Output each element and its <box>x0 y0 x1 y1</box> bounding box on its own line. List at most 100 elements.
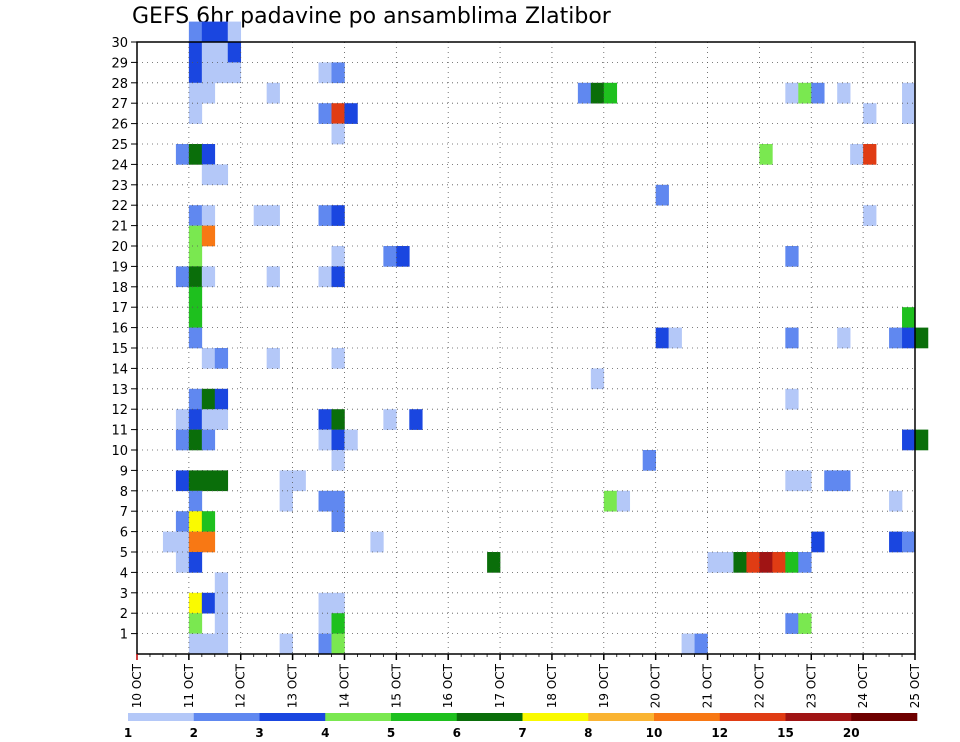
colorbar-label: 8 <box>584 726 592 740</box>
heatmap-cell <box>201 348 216 369</box>
heatmap-cell <box>214 164 229 186</box>
heatmap-cell <box>902 531 916 553</box>
heatmap-cell <box>344 103 358 124</box>
heatmap-cell <box>188 62 203 84</box>
y-tick-label: 16 <box>111 322 128 337</box>
heatmap-cell <box>785 82 799 104</box>
heatmap-cell <box>188 225 203 247</box>
heatmap-cell <box>798 613 812 634</box>
heatmap-cell <box>331 511 345 532</box>
heatmap-cell <box>811 531 825 553</box>
heatmap-cell <box>889 490 903 512</box>
heatmap-cell <box>214 42 229 63</box>
heatmap-cell <box>577 82 592 104</box>
heatmap-cell <box>318 103 332 124</box>
heatmap-cell <box>655 184 669 206</box>
heatmap-cell <box>214 470 229 492</box>
heatmap-cell <box>409 409 423 430</box>
heatmap-cell <box>746 552 760 573</box>
heatmap-cell <box>188 490 203 512</box>
heatmap-cell <box>798 82 812 104</box>
colorbar-label: 6 <box>453 726 461 740</box>
heatmap-cell <box>785 327 799 349</box>
heatmap-cell <box>902 307 916 328</box>
heatmap-cell <box>175 470 190 492</box>
heatmap-cell <box>201 511 216 532</box>
x-tick-label: 12 OCT <box>234 663 248 708</box>
y-tick-label: 12 <box>111 403 128 418</box>
heatmap-cell <box>188 633 203 655</box>
x-tick-label: 25 OCT <box>908 663 922 708</box>
heatmap-cell <box>214 592 229 614</box>
y-tick-label: 3 <box>120 587 128 602</box>
heatmap-cell <box>188 429 203 451</box>
heatmap-cell <box>201 531 216 553</box>
colorbar-swatch <box>456 713 523 721</box>
y-tick-label: 17 <box>111 301 128 316</box>
heatmap-cell <box>188 205 203 226</box>
heatmap-cell <box>279 490 293 512</box>
heatmap-cell <box>785 388 799 410</box>
x-tick-label: 17 OCT <box>493 663 507 708</box>
heatmap-cell <box>279 470 293 492</box>
heatmap-cell <box>344 429 358 451</box>
heatmap-cell <box>837 82 851 104</box>
heatmap-cell <box>188 144 203 165</box>
heatmap-cell <box>318 592 332 614</box>
heatmap-cell <box>590 82 605 104</box>
heatmap-cell <box>331 450 345 471</box>
heatmap-cell <box>331 205 345 226</box>
y-tick-label: 13 <box>111 383 128 398</box>
heatmap-cell <box>487 552 501 573</box>
heatmap-cell <box>331 348 345 369</box>
heatmap-cell <box>863 103 877 124</box>
heatmap-cell <box>331 592 345 614</box>
heatmap-cell <box>331 429 345 451</box>
heatmap-cell <box>188 531 203 553</box>
heatmap-cell <box>227 62 242 84</box>
heatmap-cell <box>188 327 203 349</box>
heatmap-cell <box>902 103 916 124</box>
heatmap-cell <box>188 388 203 410</box>
heatmap-cell <box>798 470 812 492</box>
heatmap-cell <box>201 205 216 226</box>
colorbar-swatch <box>851 713 918 721</box>
y-tick-label: 14 <box>111 362 128 377</box>
y-tick-label: 8 <box>120 485 128 500</box>
heatmap-cell <box>889 531 903 553</box>
heatmap-cell <box>188 592 203 614</box>
heatmap-cell <box>863 144 877 165</box>
heatmap-cell <box>318 613 332 634</box>
heatmap-cell <box>201 225 216 247</box>
colorbar-swatch <box>259 713 326 721</box>
heatmap-cell <box>798 552 812 573</box>
heatmap-cell <box>370 531 384 553</box>
colorbar-swatch <box>588 713 655 721</box>
x-axis: 10 OCT 11 OCT 12 OCT 13 OCT 14 OCT 15 OCT 16 O… <box>130 654 922 708</box>
heatmap-cell <box>331 123 345 145</box>
heatmap-cell <box>331 246 345 267</box>
heatmap-cell <box>318 490 332 512</box>
x-tick-label: 23 OCT <box>804 663 818 708</box>
heatmap-cell <box>785 613 799 634</box>
heatmap-cell <box>396 246 410 267</box>
heatmap-cell <box>201 409 216 430</box>
heatmap-cell <box>201 82 216 104</box>
heatmap-cell <box>175 409 190 430</box>
heatmap-cell <box>175 531 190 553</box>
heatmap-cells <box>162 21 929 655</box>
y-tick-label: 27 <box>111 97 128 112</box>
x-tick-label: 20 OCT <box>649 663 663 708</box>
y-tick-label: 6 <box>120 526 128 541</box>
colorbar-label: 1 <box>124 726 132 740</box>
heatmap-cell <box>201 144 216 165</box>
heatmap-cell <box>188 511 203 532</box>
heatmap-cell <box>590 368 605 390</box>
heatmap-cell <box>188 552 203 573</box>
colorbar-label: 4 <box>321 726 329 740</box>
heatmap-cell <box>889 327 903 349</box>
heatmap-cell <box>837 470 851 492</box>
heatmap-cell <box>201 62 216 84</box>
heatmap-cell <box>681 633 695 655</box>
x-tick-label: 22 OCT <box>752 663 766 708</box>
